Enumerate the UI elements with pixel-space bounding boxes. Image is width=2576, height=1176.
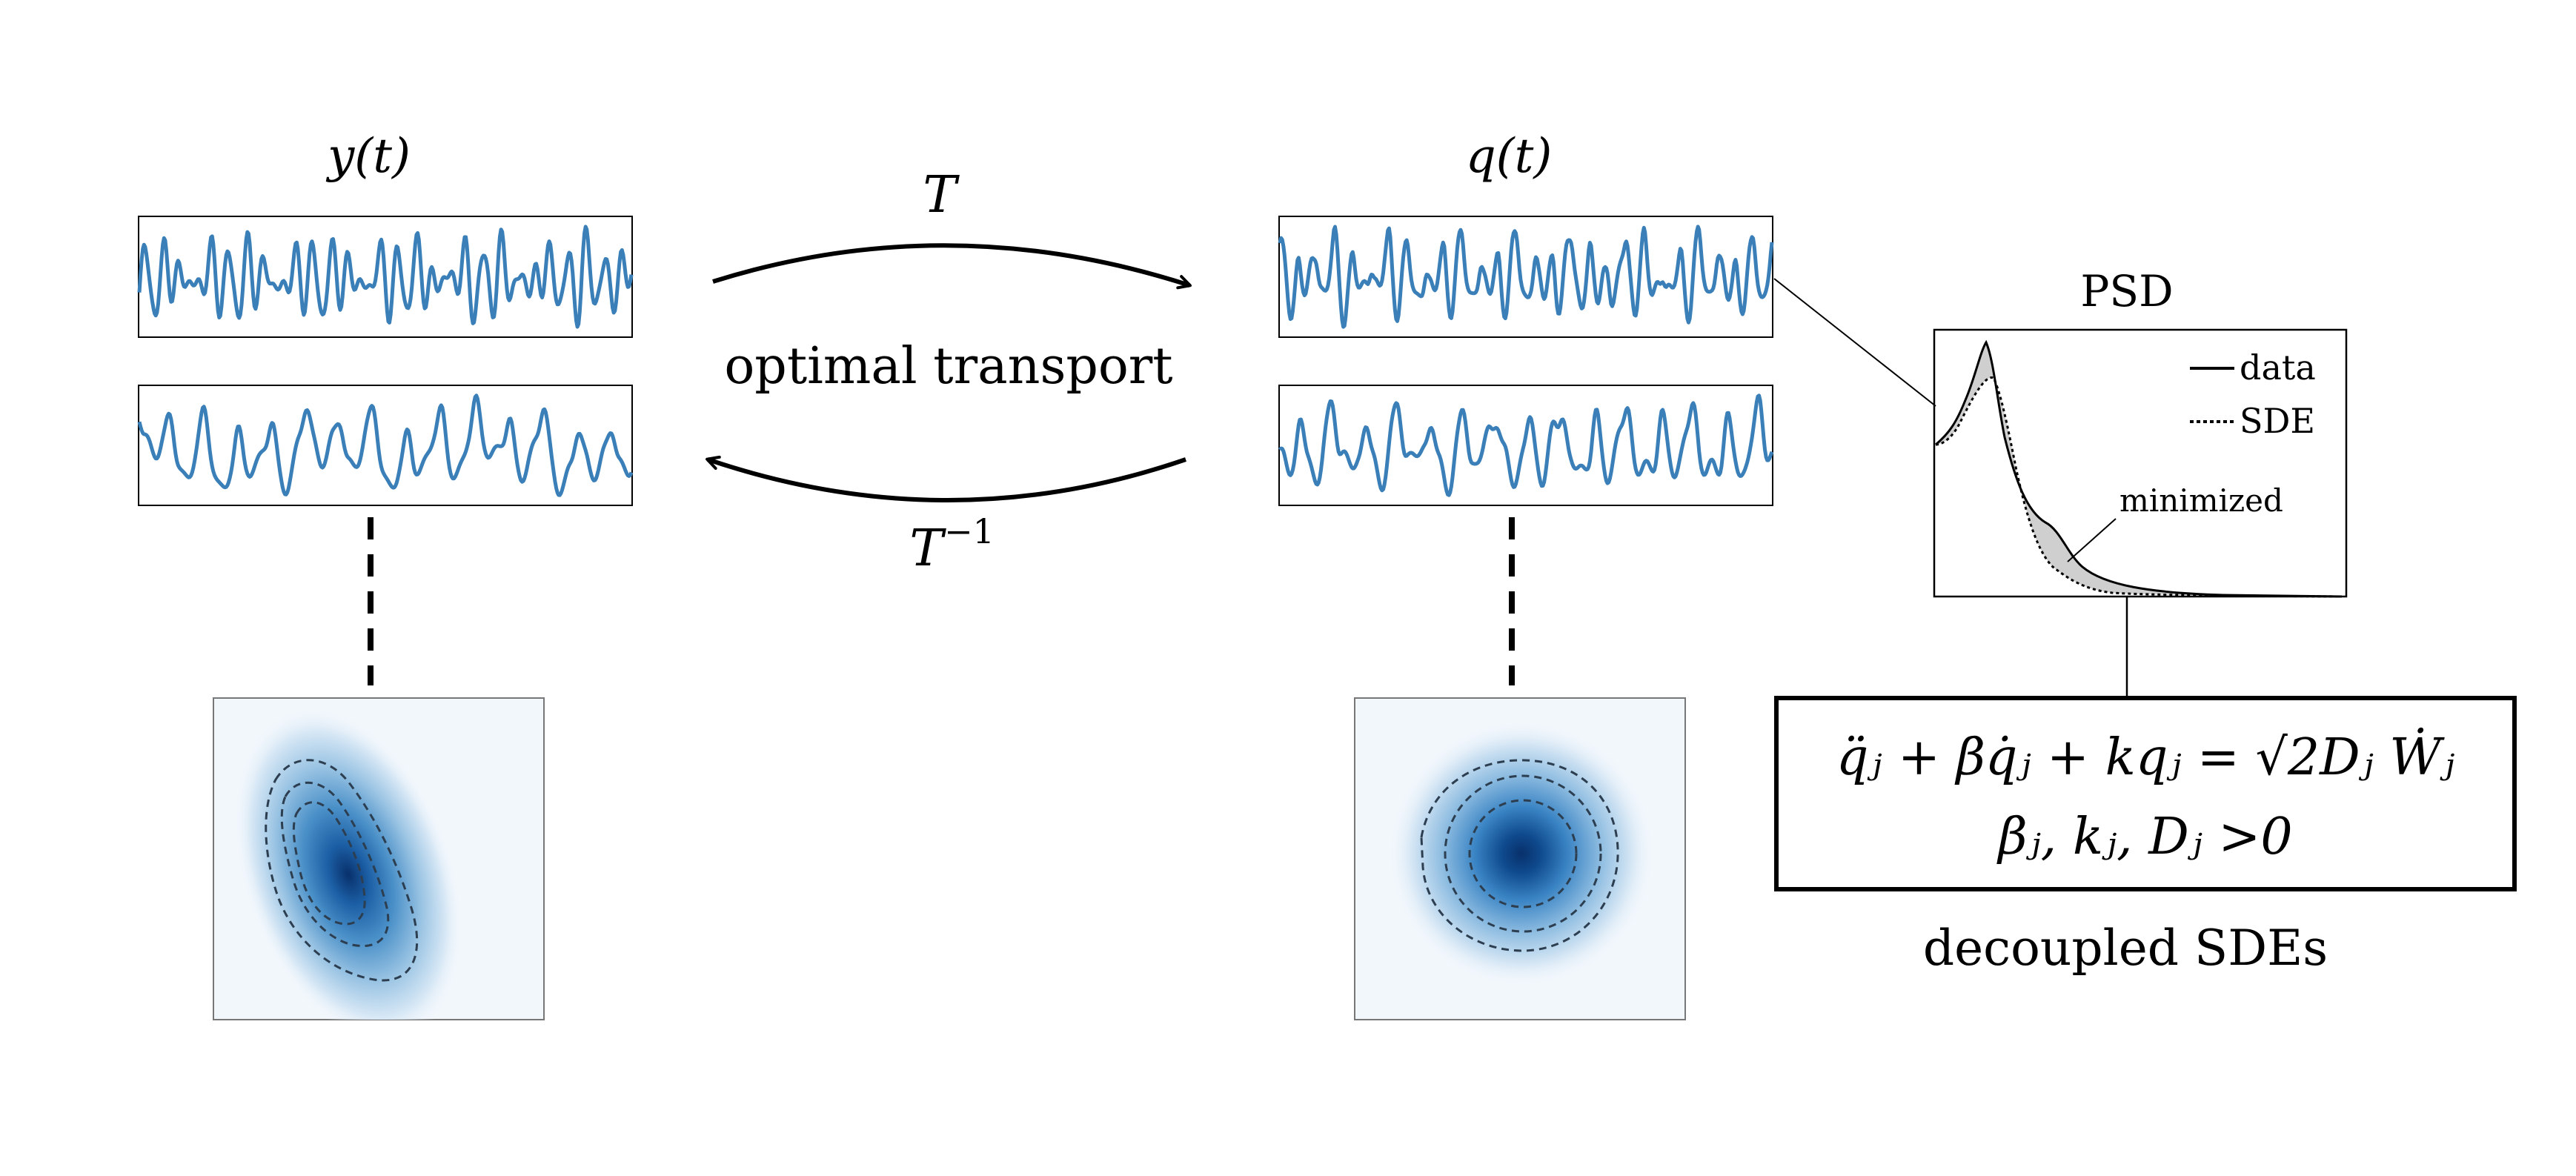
signal-trace-y2 <box>137 393 634 497</box>
contour-left-inner <box>292 801 366 926</box>
psd-title: PSD <box>2080 266 2173 316</box>
psd-minimized-area <box>1936 342 2342 597</box>
forward-transport-arrow <box>712 243 1192 290</box>
density-plot-right <box>1354 697 1686 1020</box>
density-plot-left <box>213 697 545 1020</box>
zoom-line-top <box>1773 278 1936 407</box>
signal-panel-q2 <box>1278 385 1774 506</box>
equation-line-1: q̈ⱼ + βq̇ⱼ + kqⱼ = √2Dⱼ Ẇⱼ <box>1836 728 2454 787</box>
signal-panel-q1 <box>1278 216 1774 338</box>
psd-panel: data SDE minimized <box>1933 328 2348 598</box>
label-q-of-t: q(t) <box>1466 129 1553 184</box>
contour-right-inner <box>1468 799 1578 908</box>
inverse-transport-arrow <box>706 455 1186 502</box>
equation-box: q̈ⱼ + βq̇ⱼ + kqⱼ = √2Dⱼ Ẇⱼ βⱼ, kⱼ, Dⱼ >0 <box>1774 696 2517 891</box>
psd-sde-curve <box>1935 376 2343 598</box>
label-optimal-transport: optimal transport <box>724 337 1172 396</box>
decoupled-sdes-label: decoupled SDEs <box>1923 920 2328 977</box>
label-y-of-t: y(t) <box>325 129 411 184</box>
label-T-inverse: T −1 <box>909 511 995 578</box>
minimized-pointer <box>2067 518 2117 562</box>
label-T: T <box>923 166 960 225</box>
contour-right-outer <box>1420 759 1619 952</box>
signal-trace-q2 <box>1278 393 1774 497</box>
label-T-inverse-exponent: −1 <box>944 511 995 551</box>
psd-data-curve <box>1935 339 2343 598</box>
signal-panel-y2 <box>137 385 634 506</box>
minimized-label: minimized <box>2119 482 2283 519</box>
contour-right-mid <box>1444 774 1602 933</box>
legend-data-label: data <box>2240 348 2316 388</box>
signal-trace-q1 <box>1278 225 1774 329</box>
contour-left-mid <box>280 781 390 947</box>
label-T-inverse-base: T <box>909 519 946 578</box>
signal-panel-y1 <box>137 216 634 338</box>
signal-trace-y1 <box>137 225 634 329</box>
legend-sde-label: SDE <box>2240 401 2315 441</box>
equation-line-2: βⱼ, kⱼ, Dⱼ >0 <box>1996 808 2292 866</box>
